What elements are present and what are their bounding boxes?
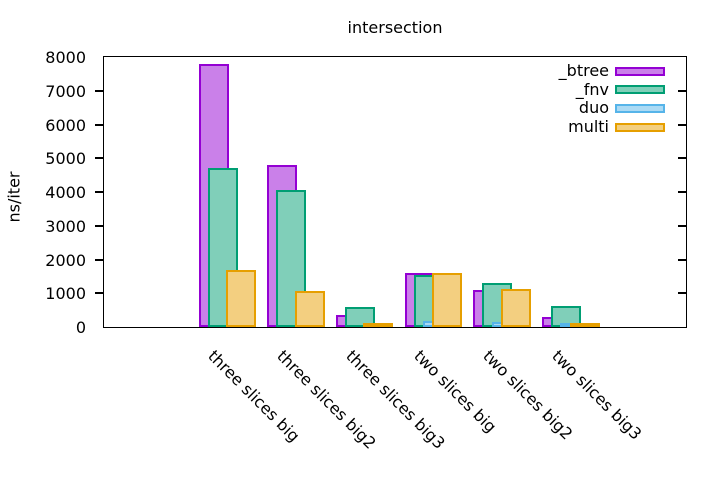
y-tick-label-2000: 2000 — [45, 250, 86, 270]
y-tick-mark-right — [678, 258, 686, 261]
bar-multi-g2 — [294, 291, 325, 327]
legend-swatch-fnv — [615, 85, 665, 95]
bar-multi-g3 — [363, 322, 394, 327]
y-tick-mark-left — [95, 123, 103, 126]
y-tick-mark-left — [95, 89, 103, 92]
y-tick-mark-right — [678, 191, 686, 193]
y-tick-label-3000: 3000 — [45, 216, 86, 236]
y-tick-mark-right — [678, 224, 686, 227]
legend-item-fnv: _fnv — [400, 79, 665, 99]
y-tick-label-1000: 1000 — [45, 284, 86, 304]
chart-title: intersection — [347, 18, 443, 37]
y-tick-mark-left — [95, 258, 103, 261]
bar-fnv-g3 — [345, 306, 376, 327]
legend-swatch-btree — [615, 66, 665, 76]
plot-area — [95, 56, 687, 328]
bar-fnv-g2 — [276, 189, 307, 327]
y-tick-label-0: 0 — [75, 318, 86, 337]
y-tick-mark-left — [95, 157, 103, 160]
bar-multi-g1 — [226, 269, 256, 327]
legend-item-multi: multi — [400, 118, 665, 136]
y-tick-mark-right — [678, 292, 686, 295]
y-tick-mark-right — [678, 89, 686, 92]
legend-label-multi: multi — [568, 117, 609, 137]
y-tick-mark-left — [95, 191, 103, 193]
legend-label-fnv: _fnv — [575, 79, 609, 99]
y-tick-label-5000: 5000 — [45, 149, 86, 169]
legend-swatch-duo — [615, 103, 665, 113]
y-tick-label-7000: 7000 — [45, 81, 86, 101]
y-tick-label-4000: 4000 — [45, 183, 86, 202]
bar-multi-g5 — [500, 288, 531, 327]
legend-label-btree: _btree — [558, 61, 609, 80]
legend-item-btree: _btree — [400, 62, 665, 80]
y-tick-mark-right — [678, 157, 686, 160]
legend-swatch-multi — [615, 122, 665, 132]
y-tick-label-6000: 6000 — [45, 115, 86, 135]
legend-label-duo: duo — [578, 98, 609, 118]
y-tick-mark-left — [95, 292, 103, 295]
y-tick-mark-left — [95, 224, 103, 227]
legend-item-duo: duo — [400, 99, 665, 117]
y-tick-mark-right — [678, 123, 686, 126]
bar-multi-g6 — [569, 322, 600, 327]
y-tick-label-8000: 8000 — [45, 48, 86, 67]
bar-multi-g4 — [432, 272, 463, 327]
